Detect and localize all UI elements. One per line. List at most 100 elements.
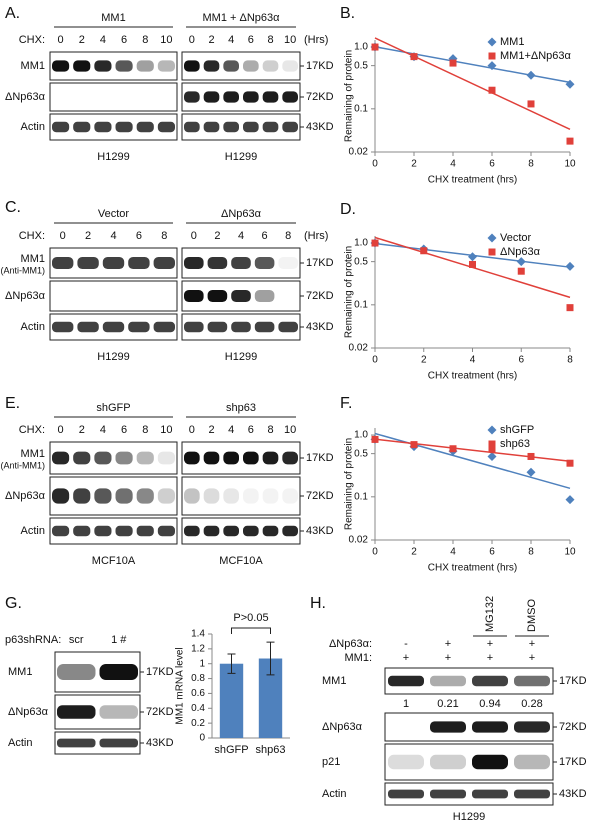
group-name: Vector: [98, 208, 130, 220]
band: [52, 121, 70, 133]
row-label: Actin: [21, 525, 45, 537]
point: [371, 239, 379, 247]
band: [203, 488, 220, 504]
cell-line: H1299: [225, 151, 257, 163]
band: [262, 451, 279, 465]
point: [566, 137, 574, 145]
band: [262, 91, 279, 103]
row-label: ΔNp63α: [5, 490, 46, 502]
x-tick-label: 4: [470, 355, 476, 366]
band: [514, 675, 550, 687]
point: [566, 304, 574, 312]
row-label: Actin: [322, 788, 346, 800]
blot-box: [49, 51, 178, 81]
x-tick-label: 8: [528, 547, 534, 558]
band: [57, 705, 96, 719]
band: [52, 488, 70, 504]
point: [410, 53, 418, 61]
y-tick-label: 1.0: [354, 430, 368, 441]
band: [157, 60, 175, 72]
y-tick-label: 0: [199, 733, 205, 744]
band: [514, 721, 550, 733]
y-tick-label: 0.6: [191, 688, 205, 699]
y-tick-label: 0.5: [354, 256, 368, 267]
x-axis-label: CHX treatment (hrs): [428, 371, 517, 382]
x-tick-label: 2: [411, 159, 417, 170]
row-label: Actin: [8, 737, 32, 749]
lane: 2: [208, 34, 214, 46]
blot-box: [49, 280, 178, 312]
lane: 6: [248, 424, 254, 436]
band: [99, 705, 138, 719]
x-axis-label: CHX treatment (hrs): [428, 563, 517, 574]
legend-marker: [488, 248, 496, 256]
lane: 0: [189, 34, 195, 46]
blot-box: [181, 51, 301, 81]
cell-line: H1299: [225, 351, 257, 363]
band: [128, 257, 150, 269]
panel-label: A.: [5, 5, 20, 22]
row-label: MM1: [21, 253, 45, 265]
legend-marker: [488, 440, 496, 448]
band: [73, 121, 91, 133]
y-tick-label: 1: [199, 658, 205, 669]
lane: 2: [79, 34, 85, 46]
band: [115, 121, 133, 133]
size-marker: 43KD: [146, 737, 174, 749]
band: [136, 525, 154, 537]
lane: 4: [100, 34, 106, 46]
band: [94, 525, 112, 537]
band: [430, 754, 466, 770]
x-tick-label: 0: [372, 355, 378, 366]
condition: +: [403, 652, 409, 664]
lane-label: CHX:: [19, 230, 45, 242]
band: [99, 664, 138, 680]
x-tick-label: 8: [528, 159, 534, 170]
lane: 6: [121, 424, 127, 436]
lane: 10: [284, 34, 296, 46]
point: [469, 260, 476, 268]
point: [487, 61, 497, 71]
point: [488, 86, 496, 94]
band: [184, 290, 204, 302]
band: [184, 488, 200, 504]
y-tick-label: 1.0: [354, 42, 368, 53]
point: [526, 467, 536, 477]
size-marker: 17KD: [306, 257, 334, 269]
band: [184, 525, 200, 537]
x-tick-label: 6: [518, 355, 524, 366]
row-note: (Anti-MM1): [1, 460, 46, 470]
band: [52, 525, 70, 537]
band: [243, 121, 259, 133]
band: [278, 321, 298, 333]
quantification: 0.94: [479, 698, 500, 710]
point: [468, 252, 477, 262]
band: [102, 257, 125, 269]
quantification: 0.28: [521, 698, 542, 710]
lane: 8: [285, 230, 291, 242]
band: [243, 525, 259, 537]
band: [243, 60, 259, 72]
band: [262, 121, 279, 133]
row-label: MM1: [21, 60, 45, 72]
condition: +: [487, 638, 493, 650]
legend-marker: [487, 425, 497, 435]
point: [565, 79, 575, 89]
band: [136, 451, 154, 465]
trendline: [374, 438, 571, 462]
band: [94, 121, 112, 133]
size-marker: 43KD: [306, 321, 334, 333]
condition-label: MM1:: [345, 652, 373, 664]
x-tick-label: 4: [450, 159, 456, 170]
band: [388, 789, 424, 799]
band: [73, 451, 91, 465]
legend-marker: [488, 52, 496, 60]
lane: 2: [214, 230, 220, 242]
x-axis-label: CHX treatment (hrs): [428, 175, 517, 186]
x-tick-label: 4: [450, 547, 456, 558]
lane: 8: [142, 34, 148, 46]
band: [73, 488, 91, 504]
row-label: MM1: [8, 666, 32, 678]
band: [282, 525, 298, 537]
band: [254, 290, 275, 302]
